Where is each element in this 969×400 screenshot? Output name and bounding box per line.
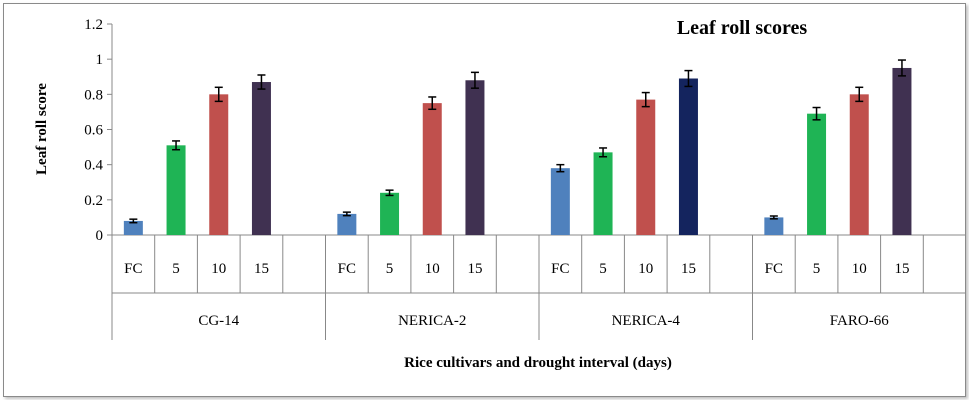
subcategory-label: 5: [172, 261, 180, 277]
subcategory-label: FC: [765, 261, 783, 277]
bar: [764, 217, 784, 235]
bar: [337, 213, 357, 235]
y-axis-title: Leaf roll score: [34, 83, 50, 175]
group-label: CG-14: [198, 313, 239, 329]
subcategory-label: 15: [254, 261, 269, 277]
subcategory-label: FC: [551, 261, 569, 277]
subcategory-label: 15: [467, 261, 482, 277]
subcategory-label: 15: [894, 261, 909, 277]
bar: [251, 82, 271, 236]
y-tick-label: 0.2: [84, 193, 103, 209]
subcategory-label: 15: [681, 261, 696, 277]
x-axis-title: Rice cultivars and drought interval (day…: [404, 355, 672, 371]
bar: [123, 220, 143, 235]
y-tick-label: 1.2: [84, 17, 103, 33]
bar: [465, 80, 485, 236]
bar: [209, 94, 229, 235]
subcategory-label: 10: [425, 261, 440, 277]
subcategory-label: FC: [338, 261, 356, 277]
y-tick-label: 0.8: [84, 87, 103, 103]
chart-title: Leaf roll scores: [677, 17, 808, 39]
y-tick-label: 0: [96, 228, 104, 244]
subcategory-label: 5: [813, 261, 821, 277]
bar: [807, 113, 827, 235]
bar: [678, 78, 698, 235]
subcategory-label: 5: [386, 261, 394, 277]
bar: [166, 145, 186, 235]
subcategory-label: 10: [852, 261, 867, 277]
bar: [422, 103, 442, 235]
y-tick-label: 1: [96, 52, 104, 68]
group-label: FARO-66: [830, 313, 889, 329]
y-tick-label: 0.6: [84, 123, 103, 139]
group-label: NERICA-4: [612, 313, 681, 329]
subcategory-label: FC: [124, 261, 142, 277]
subcategory-label: 5: [599, 261, 607, 277]
group-label: NERICA-2: [398, 313, 466, 329]
bar-layer: [123, 59, 912, 236]
bar: [550, 168, 570, 235]
bar: [849, 94, 869, 235]
bar: [593, 152, 613, 235]
subcategory-label: 10: [638, 261, 653, 277]
label-layer: 0 0.2 0.4 0.6 0.8 1 1.2 CG-14 FC 5 10 15 NERICA-2 FC 5…: [84, 17, 909, 329]
axis-layer: [107, 23, 966, 340]
y-tick-label: 0.4: [84, 158, 103, 174]
subcategory-label: 10: [211, 261, 226, 277]
bar: [380, 192, 400, 235]
chart-frame: [3, 3, 966, 397]
bar: [636, 99, 656, 235]
bar: [892, 67, 912, 235]
